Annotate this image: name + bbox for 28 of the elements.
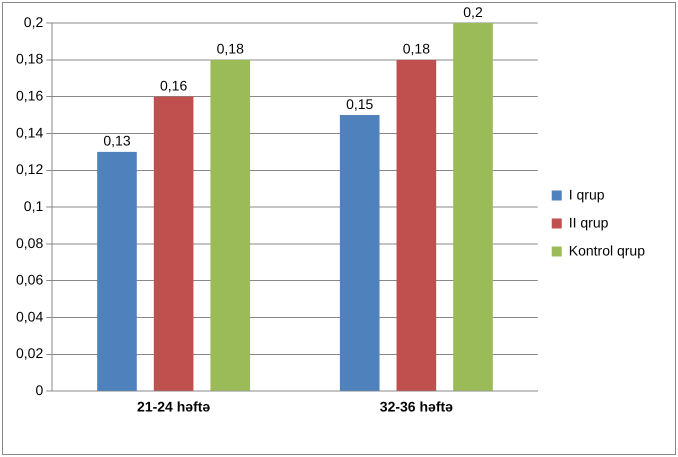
bar <box>453 23 493 391</box>
legend-label: I qrup <box>568 186 605 202</box>
y-tick-label: 0,06 <box>16 272 44 288</box>
data-label: 0,18 <box>402 40 430 57</box>
y-tick-label: 0 <box>35 382 44 398</box>
legend-label: II qrup <box>568 214 609 230</box>
data-label: 0,15 <box>346 96 374 112</box>
y-tick-label: 0,14 <box>16 124 44 140</box>
bar <box>97 152 137 391</box>
y-tick-label: 0,16 <box>16 88 44 104</box>
bar <box>396 60 436 391</box>
data-label: 0,2 <box>463 4 483 20</box>
x-tick-label: 32-36 həftə <box>380 398 454 414</box>
data-label: 0,16 <box>160 78 188 94</box>
y-tick-label: 0,18 <box>16 50 44 67</box>
data-label: 0,18 <box>216 40 244 57</box>
y-tick-label: 0,12 <box>16 161 44 178</box>
x-tick-label: 21-24 həftə <box>137 398 210 414</box>
y-tick-label: 0,08 <box>16 234 44 251</box>
bar <box>340 115 380 391</box>
y-tick-label: 0,1 <box>24 198 44 214</box>
data-label: 0,13 <box>103 132 131 149</box>
bar <box>210 60 250 391</box>
y-tick-label: 0,2 <box>24 14 44 30</box>
bar <box>154 96 194 391</box>
legend-label: Kontrol qrup <box>568 242 646 258</box>
y-tick-label: 0,02 <box>16 345 44 362</box>
y-tick-label: 0,04 <box>16 308 44 324</box>
